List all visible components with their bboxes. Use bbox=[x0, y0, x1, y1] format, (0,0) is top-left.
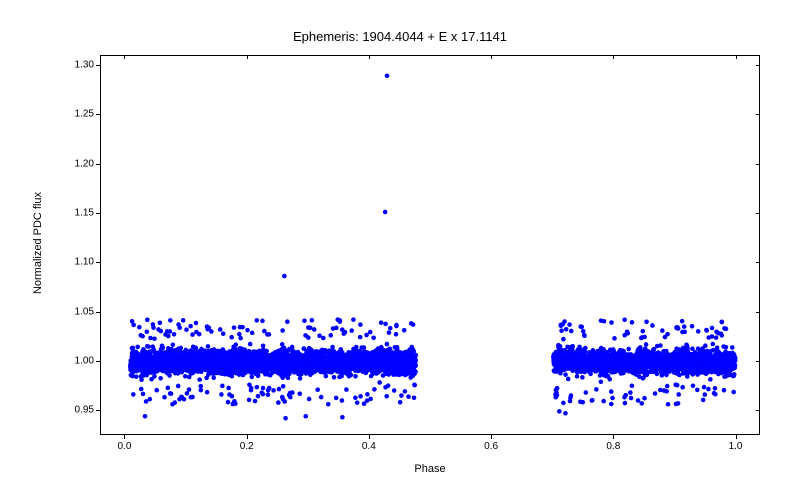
y-tick-label: 1.00 bbox=[64, 355, 94, 366]
y-tick-mark bbox=[756, 262, 760, 263]
x-axis-label: Phase bbox=[100, 463, 760, 475]
y-tick-label: 1.15 bbox=[64, 207, 94, 218]
y-tick-label: 1.20 bbox=[64, 158, 94, 169]
y-tick-mark bbox=[96, 213, 100, 214]
y-tick-mark bbox=[756, 312, 760, 313]
y-tick-mark bbox=[96, 65, 100, 66]
x-tick-mark bbox=[613, 435, 614, 439]
y-tick-label: 1.05 bbox=[64, 306, 94, 317]
x-tick-mark bbox=[491, 55, 492, 59]
x-tick-label: 0.6 bbox=[484, 441, 498, 452]
y-tick-label: 1.10 bbox=[64, 257, 94, 268]
x-tick-label: 0.8 bbox=[606, 441, 620, 452]
y-tick-mark bbox=[756, 361, 760, 362]
scatter-layer bbox=[101, 56, 761, 436]
x-tick-mark bbox=[369, 435, 370, 439]
x-tick-mark bbox=[124, 55, 125, 59]
x-tick-mark bbox=[613, 55, 614, 59]
x-tick-mark bbox=[736, 435, 737, 439]
x-tick-mark bbox=[247, 435, 248, 439]
chart-title: Ephemeris: 1904.4044 + E x 17.1141 bbox=[0, 29, 800, 44]
y-tick-label: 0.95 bbox=[64, 405, 94, 416]
y-axis-label: Normalized PDC flux bbox=[32, 53, 44, 433]
y-tick-label: 1.25 bbox=[64, 109, 94, 120]
y-tick-mark bbox=[756, 410, 760, 411]
y-tick-mark bbox=[96, 262, 100, 263]
x-tick-mark bbox=[124, 435, 125, 439]
x-tick-mark bbox=[491, 435, 492, 439]
y-tick-mark bbox=[96, 114, 100, 115]
scatter-figure: Ephemeris: 1904.4044 + E x 17.1141 Phase… bbox=[0, 0, 800, 500]
x-tick-label: 0.4 bbox=[362, 441, 376, 452]
y-tick-mark bbox=[96, 410, 100, 411]
y-tick-mark bbox=[96, 312, 100, 313]
x-tick-label: 1.0 bbox=[729, 441, 743, 452]
y-tick-mark bbox=[96, 164, 100, 165]
y-tick-mark bbox=[96, 361, 100, 362]
x-tick-label: 0.0 bbox=[117, 441, 131, 452]
y-tick-mark bbox=[756, 213, 760, 214]
x-tick-mark bbox=[247, 55, 248, 59]
y-tick-mark bbox=[756, 65, 760, 66]
x-tick-label: 0.2 bbox=[240, 441, 254, 452]
x-tick-mark bbox=[369, 55, 370, 59]
y-tick-mark bbox=[756, 164, 760, 165]
y-tick-mark bbox=[756, 114, 760, 115]
y-tick-label: 1.30 bbox=[64, 59, 94, 70]
plot-area bbox=[100, 55, 760, 435]
x-tick-mark bbox=[736, 55, 737, 59]
